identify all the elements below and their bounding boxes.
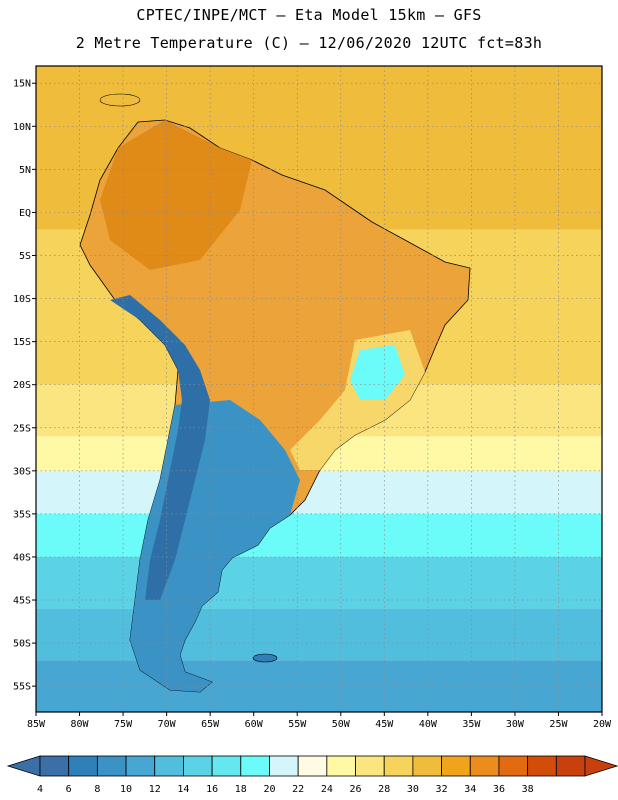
colorbar-segment: [527, 755, 557, 777]
ocean-band: [36, 513, 602, 557]
colorbar-right-arrow: [584, 755, 618, 777]
colorbar-label: 18: [235, 784, 247, 795]
colorbar-segment: [297, 755, 328, 777]
lat-tick-label: 40S: [13, 552, 31, 563]
ocean-band: [36, 608, 602, 661]
colorbar-label: 30: [407, 784, 419, 795]
colorbar-segment: [211, 755, 242, 777]
colorbar-segment: [498, 755, 529, 777]
chart-title: CPTEC/INPE/MCT – Eta Model 15km – GFS: [136, 6, 482, 24]
colorbar-label: 4: [37, 784, 43, 795]
colorbar-label: 16: [206, 784, 218, 795]
lon-tick-label: 80W: [71, 719, 90, 730]
land-cool-highlands: [350, 345, 405, 400]
lat-tick-label: 5N: [19, 165, 31, 176]
colorbar-segment: [96, 755, 127, 777]
colorbar-label: 20: [263, 784, 275, 795]
lat-tick-label: 50S: [13, 639, 31, 650]
lat-tick-label: 10S: [13, 294, 31, 305]
lat-tick-label: 55S: [13, 682, 31, 693]
lon-tick-label: 55W: [288, 719, 307, 730]
lat-tick-label: 30S: [13, 466, 31, 477]
colorbar-segment: [469, 755, 500, 777]
lon-tick-label: 85W: [27, 719, 46, 730]
ocean-band: [36, 660, 602, 712]
lon-tick-label: 30W: [506, 719, 525, 730]
colorbar-label: 28: [378, 784, 390, 795]
colorbar-label: 34: [464, 784, 476, 795]
colorbar-segment: [125, 755, 156, 777]
colorbar-label: 22: [292, 784, 304, 795]
lat-tick-label: 35S: [13, 509, 31, 520]
lon-tick-label: 70W: [158, 719, 177, 730]
colorbar-label: 10: [120, 784, 132, 795]
lon-tick-label: 40W: [419, 719, 438, 730]
lat-tick-label: 5S: [19, 251, 31, 262]
ocean-band: [36, 556, 602, 609]
colorbar-label: 14: [177, 784, 189, 795]
lon-tick-label: 45W: [375, 719, 394, 730]
colorbar-segment: [355, 755, 385, 777]
lon-tick-label: 25W: [549, 719, 568, 730]
colorbar-segment: [39, 755, 70, 777]
lat-tick-label: 25S: [13, 423, 31, 434]
colorbar-left-arrow: [6, 755, 41, 777]
lon-tick-label: 65W: [201, 719, 220, 730]
colorbar-label: 6: [66, 784, 72, 795]
colorbar-segment: [383, 755, 414, 777]
colorbar: 4 6 8 10 12 14 16 18 20 22 24 26 28 30 32 34 36 38: [6, 755, 618, 795]
map-frame: [35, 65, 603, 713]
lat-tick-label: 45S: [13, 596, 31, 607]
colorbar-label: 26: [350, 784, 362, 795]
colorbar-segment: [240, 755, 270, 777]
chart-subtitle: 2 Metre Temperature (C) – 12/06/2020 12U…: [75, 34, 543, 52]
colorbar-label: 12: [149, 784, 161, 795]
lat-tick-label: EQ: [19, 208, 31, 219]
latitude-ticks: 15N 10N 5N EQ 5S 10S 15S 20S 25S 30S 35S 40S 45S 50S 5…: [13, 79, 36, 693]
colorbar-label: 32: [436, 784, 448, 795]
colorbar-segment: [326, 755, 356, 777]
land-andes-cold: [110, 295, 210, 600]
map-area: [36, 66, 602, 712]
colorbar-segment: [68, 755, 98, 777]
lon-tick-label: 75W: [114, 719, 133, 730]
colorbar-segment: [269, 755, 299, 777]
colorbar-segment: [154, 755, 184, 777]
lat-tick-label: 20S: [13, 380, 31, 391]
colorbar-label: 8: [94, 784, 100, 795]
colorbar-segment: [183, 755, 213, 777]
colorbar-label: 38: [522, 784, 534, 795]
land-caribbean: [99, 93, 141, 107]
land-warm-north: [100, 120, 252, 270]
colorbar-label: 36: [493, 784, 505, 795]
lat-tick-label: 10N: [13, 122, 31, 133]
colorbar-segment: [555, 755, 586, 777]
longitude-ticks: 85W 80W 75W 70W 65W 60W 55W 50W 45W 40W 35W 30W 25W 2…: [27, 712, 612, 730]
colorbar-segment: [412, 755, 442, 777]
land-falkland-islands: [252, 653, 278, 663]
colorbar-segment: [441, 755, 471, 777]
lon-tick-label: 60W: [245, 719, 264, 730]
lon-tick-label: 20W: [593, 719, 612, 730]
lon-tick-label: 35W: [462, 719, 481, 730]
lon-tick-label: 50W: [332, 719, 351, 730]
ocean-band: [36, 470, 602, 514]
lat-tick-label: 15N: [13, 79, 31, 90]
colorbar-label: 24: [321, 784, 333, 795]
lat-tick-label: 15S: [13, 337, 31, 348]
